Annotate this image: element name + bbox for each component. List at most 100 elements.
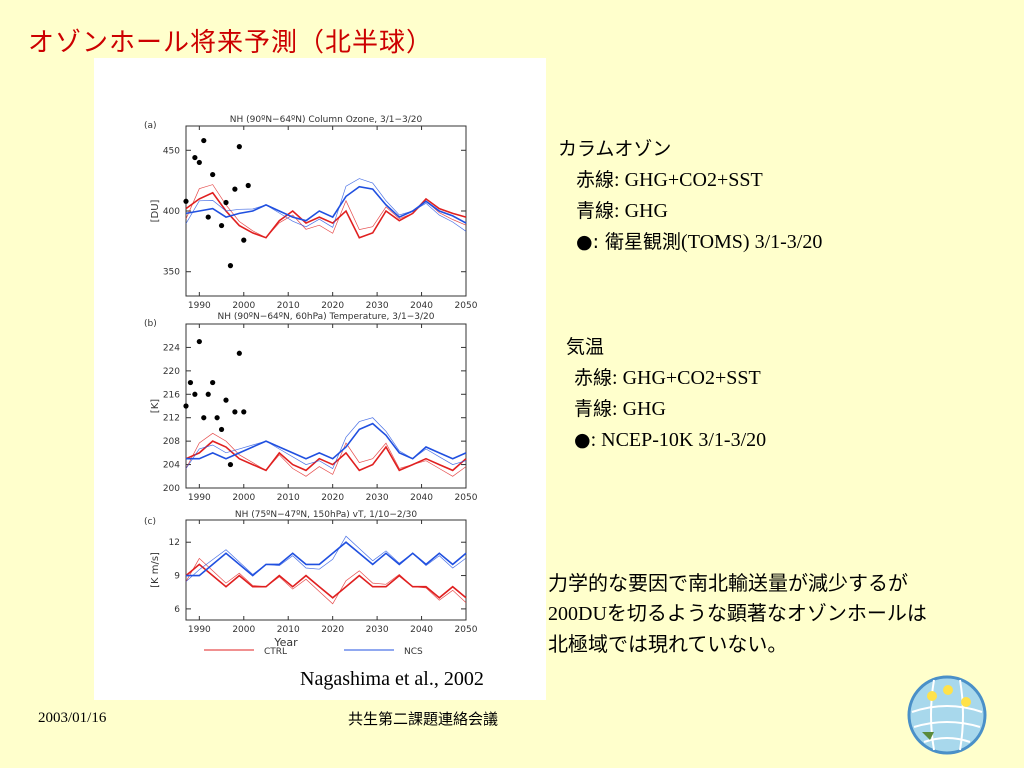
blue-val: : GHG <box>614 200 668 222</box>
x-tick-label: 2010 <box>277 625 300 635</box>
x-tick-label: 2010 <box>277 301 300 311</box>
y-tick-label: 212 <box>163 414 180 424</box>
temp-notes-heading: 気温 <box>566 336 605 358</box>
series-line-annual <box>185 432 467 477</box>
obs-point <box>236 144 242 150</box>
red-val: : GHG+CO2+SST <box>612 367 761 389</box>
obs-point <box>210 171 216 178</box>
obs-point <box>241 409 247 415</box>
x-tick-label: 2050 <box>455 493 478 503</box>
series-line-ncs <box>186 422 467 460</box>
conclusion-number: 200DU <box>548 603 607 625</box>
conclusion-line-3: 北極域では現れていない。 <box>548 632 788 656</box>
footer-date: 2003/01/16 <box>38 710 107 726</box>
globe-logo-icon <box>907 675 987 755</box>
ozone-dot-note: ●: 衛星観測(TOMS) 3/1-3/20 <box>558 227 822 258</box>
obs-point <box>241 237 247 243</box>
plot-frame <box>185 519 467 621</box>
x-tick-label: 2000 <box>232 493 255 503</box>
obs-point <box>201 415 207 421</box>
obs-point <box>218 222 225 229</box>
obs-point <box>232 409 238 415</box>
y-tick-label: 6 <box>174 605 180 615</box>
series-line-ctrl <box>185 191 467 239</box>
temp-red-note: 赤線: GHG+CO2+SST <box>566 363 766 394</box>
y-tick-label: 224 <box>163 343 180 353</box>
conclusion-line-2-rest: を切るような顕著なオゾンホールは <box>606 601 927 625</box>
y-axis-label: [DU] <box>150 199 161 222</box>
x-tick-label: 2040 <box>410 625 433 635</box>
y-tick-label: 216 <box>163 390 180 400</box>
panel-label: (b) <box>144 319 157 329</box>
obs-point <box>223 397 229 403</box>
panel-label: (c) <box>144 517 156 527</box>
series-line-ncs <box>185 185 467 224</box>
plot-title: NH (90ºN−64ºN) Column Ozone, 3/1−3/20 <box>230 115 423 125</box>
x-tick-label: 2000 <box>232 301 255 311</box>
y-tick-label: 9 <box>174 572 180 582</box>
y-tick-label: 450 <box>163 146 180 156</box>
conclusion-text: 力学的な要因で南北輸送量が減少するが 200DUを切るような顕著なオゾンホールは… <box>548 568 1018 659</box>
obs-point <box>227 461 234 468</box>
ozone-figure: (a) NH (90ºN−64ºN) Column Ozone, 3/1−3/20… <box>144 115 478 657</box>
x-tick-label: 2020 <box>321 301 344 311</box>
red-key: 赤線 <box>576 169 615 191</box>
plot-title: NH (75ºN−47ºN, 150hPa) vT, 1/10−2/30 <box>235 510 418 520</box>
series-line-ctrl <box>185 563 467 599</box>
slide-title: オゾンホール将来予測（北半球） <box>28 28 434 58</box>
y-tick-label: 12 <box>169 538 180 548</box>
series-line-ctrl <box>185 440 467 472</box>
obs-point <box>214 415 220 421</box>
footer-meeting: 共生第二課題連絡会議 <box>348 710 499 728</box>
panel-label: (a) <box>144 121 157 131</box>
y-tick-label: 200 <box>163 484 180 494</box>
dot-val-en: (TOMS) 3/1-3/20 <box>681 231 823 253</box>
obs-point <box>192 154 198 161</box>
series-line-ncs <box>186 541 467 577</box>
y-tick-label: 350 <box>163 268 180 278</box>
x-tick-label: 2050 <box>455 301 478 311</box>
citation: Nagashima et al., 2002 <box>300 668 484 690</box>
obs-point <box>196 159 202 166</box>
series-line-annual <box>185 178 467 232</box>
obs-point <box>218 426 225 433</box>
obs-point <box>196 338 202 345</box>
obs-point <box>223 199 229 206</box>
obs-point <box>227 263 234 269</box>
obs-point <box>205 214 211 220</box>
blue-val: : GHG <box>612 398 666 420</box>
red-val: : GHG+CO2+SST <box>614 169 763 191</box>
x-tick-label: 2030 <box>366 301 389 311</box>
legend-ctrl-label: CTRL <box>264 647 287 657</box>
obs-point <box>245 182 251 189</box>
plot-frame <box>185 323 467 489</box>
x-tick-label: 2000 <box>232 625 255 635</box>
obs-point <box>205 391 211 397</box>
legend-ncs-label: NCS <box>404 647 423 657</box>
dot-key: ● <box>576 231 593 253</box>
blue-key: 青線 <box>576 200 615 222</box>
x-tick-label: 1990 <box>188 625 211 635</box>
obs-point <box>187 379 194 386</box>
dot-key: ● <box>574 429 591 451</box>
x-axis-label: Year <box>273 636 298 649</box>
dot-val: : NCEP-10K 3/1-3/20 <box>590 429 767 451</box>
obs-point <box>192 391 198 397</box>
y-tick-label: 204 <box>163 461 180 471</box>
ozone-notes-heading: カラムオゾン <box>558 138 672 160</box>
obs-point <box>210 379 216 386</box>
obs-point <box>232 186 238 192</box>
temp-notes: 気温 赤線: GHG+CO2+SST 青線: GHG ●: NCEP-10K 3… <box>566 332 766 456</box>
obs-point <box>183 403 189 409</box>
ozone-notes: カラムオゾン 赤線: GHG+CO2+SST 青線: GHG ●: 衛星観測(T… <box>558 134 822 258</box>
series-line-annual <box>185 557 467 605</box>
y-tick-label: 400 <box>163 207 180 217</box>
x-tick-label: 2020 <box>321 493 344 503</box>
temp-blue-note: 青線: GHG <box>566 394 766 425</box>
blue-key: 青線 <box>574 398 613 420</box>
red-key: 赤線 <box>574 367 613 389</box>
y-tick-label: 208 <box>163 437 180 447</box>
ozone-red-note: 赤線: GHG+CO2+SST <box>558 165 822 196</box>
series-line-annual <box>185 184 467 239</box>
x-tick-label: 1990 <box>188 301 211 311</box>
